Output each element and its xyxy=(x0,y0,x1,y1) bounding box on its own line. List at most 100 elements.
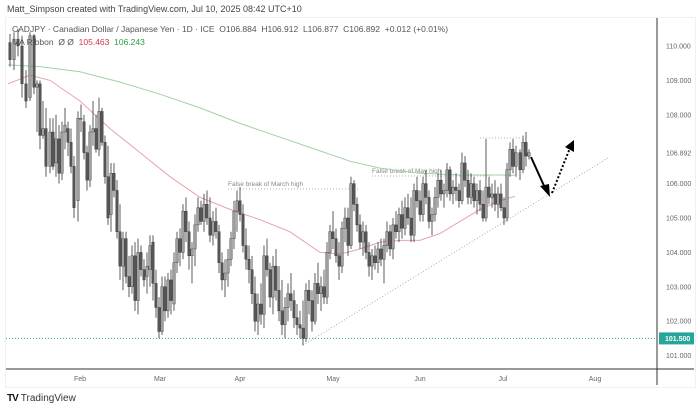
candle-body xyxy=(499,193,503,208)
candle-body xyxy=(12,38,16,60)
candle-body xyxy=(57,138,61,174)
candle-body xyxy=(349,183,353,246)
candle-body xyxy=(244,245,248,260)
candle-body xyxy=(460,162,464,202)
price-tick-label: 105.000 xyxy=(666,216,691,223)
candle-body xyxy=(91,128,95,133)
candle-body xyxy=(334,238,338,257)
candle-body xyxy=(166,279,170,312)
candle-body xyxy=(301,327,305,339)
candle-body xyxy=(340,228,344,267)
candle-body xyxy=(394,224,398,232)
up-arrow-dotted-line xyxy=(551,147,571,194)
time-tick-label: Feb xyxy=(74,376,86,383)
candle-body xyxy=(310,300,314,322)
candle-body xyxy=(154,283,158,308)
candle-body xyxy=(508,148,512,171)
candle-body xyxy=(79,118,83,120)
indicator-params: Ø Ø xyxy=(58,37,74,47)
price-tick-label: 104.000 xyxy=(666,250,691,257)
time-tick-label: Mar xyxy=(154,376,167,383)
symbol-title[interactable]: CADJPY · Canadian Dollar / Japanese Yen … xyxy=(12,24,215,34)
candle-body xyxy=(313,283,317,322)
candle-body xyxy=(337,255,341,267)
candle-body xyxy=(445,169,449,191)
candle-body xyxy=(265,255,269,270)
candle-body xyxy=(181,210,185,253)
candle-body xyxy=(88,131,92,181)
candle-body xyxy=(241,214,245,246)
candle-body xyxy=(400,214,404,229)
candle-body xyxy=(205,204,209,219)
candle-body xyxy=(448,169,452,195)
candle-body xyxy=(361,231,365,243)
ohlc-open: O106.884 xyxy=(219,24,257,34)
candle-body xyxy=(406,207,410,219)
candle-body xyxy=(316,283,320,294)
tradingview-brand: TV TradingView xyxy=(7,393,76,404)
candle-body xyxy=(24,83,28,102)
candle-body xyxy=(72,166,76,208)
candle-body xyxy=(391,224,395,250)
candle-body xyxy=(331,231,335,239)
ohlc-high: H106.912 xyxy=(261,24,299,34)
candle-body xyxy=(115,190,119,232)
candle-body xyxy=(118,231,122,267)
candle-body xyxy=(379,248,383,260)
candle-body xyxy=(364,231,368,253)
candle-body xyxy=(430,214,434,222)
time-tick-label: Jun xyxy=(414,376,425,383)
ma-fast-line xyxy=(7,74,516,255)
indicator-name[interactable]: MA Ribbon xyxy=(12,37,54,47)
candle-body xyxy=(38,83,42,136)
candle-body xyxy=(490,193,494,198)
support-price-tag xyxy=(659,332,694,345)
candle-body xyxy=(352,183,356,205)
candle-body xyxy=(328,231,332,253)
ohlc-close: C106.892 xyxy=(343,24,381,34)
symbol-legend: CADJPY · Canadian Dollar / Japanese Yen … xyxy=(12,24,448,34)
candle-body xyxy=(199,207,203,222)
candle-body xyxy=(415,190,419,201)
candle-body xyxy=(103,142,107,177)
candle-body xyxy=(8,42,12,60)
candle-body xyxy=(382,245,386,260)
candle-body xyxy=(283,307,287,325)
price-tick-label: 106.000 xyxy=(666,181,691,188)
candle-body xyxy=(202,204,206,222)
candle-body xyxy=(157,307,161,332)
candle-body xyxy=(463,162,467,181)
candle-body xyxy=(44,128,48,167)
ohlc-low: L106.877 xyxy=(302,24,339,34)
candle-body xyxy=(511,148,515,167)
axes: 110.000 109.000 108.000 106.000 105.000 104.0… xyxy=(6,18,694,385)
candle-body xyxy=(178,238,182,253)
candle-body xyxy=(487,186,491,198)
candle-body xyxy=(259,303,263,315)
candle-body xyxy=(493,193,497,205)
candle-body xyxy=(518,152,522,171)
chart-credit: Matt_Simpson created with TradingView.co… xyxy=(7,4,302,14)
current-price-label: 106.892 xyxy=(666,150,691,157)
candle-body xyxy=(524,142,528,157)
candle-body xyxy=(439,179,443,195)
support-price-label: 101.500 xyxy=(665,336,690,343)
candle-body xyxy=(253,293,257,322)
candle-body xyxy=(94,128,98,150)
candle-body xyxy=(322,286,326,298)
candle-body xyxy=(496,193,500,205)
candle-body xyxy=(481,204,485,219)
candle-body xyxy=(247,259,251,270)
candle-body xyxy=(527,152,531,157)
candle-body xyxy=(223,272,227,281)
up-arrow-head-icon xyxy=(565,140,574,152)
candle-body xyxy=(139,252,143,270)
price-tick-label: 108.000 xyxy=(666,112,691,119)
march-high-label: False break of March high xyxy=(228,181,304,188)
tradingview-logo-icon: TV xyxy=(7,393,19,404)
candle-body xyxy=(214,221,218,232)
candle-body xyxy=(433,197,437,215)
candle-body xyxy=(451,186,455,195)
candle-body xyxy=(358,224,362,243)
